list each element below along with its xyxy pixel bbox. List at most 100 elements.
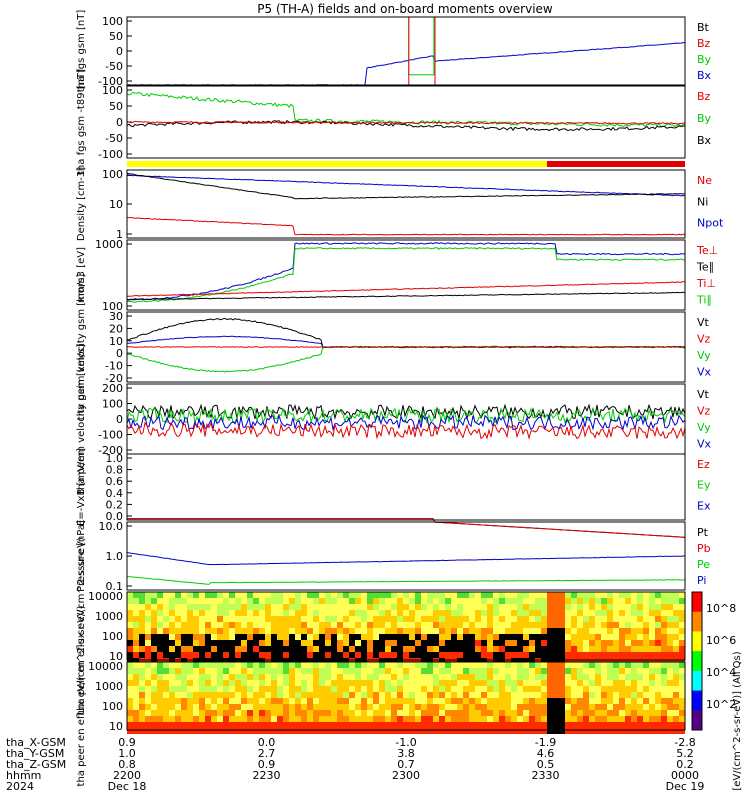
p8-pb [127,518,686,538]
panel-4-ytick: 100 [102,300,123,313]
panel-8-frame [126,521,686,591]
xaxis-value: 2230 [253,769,281,782]
colorbar-tick: 10^4 [706,666,736,679]
panel-1-frame [126,16,686,86]
p6-vz [126,421,686,440]
panel-2-ytick: -100 [98,148,123,161]
panel-2-ytick: -50 [105,132,123,145]
panel-4-legend-1: Te∥ [696,261,714,274]
panel-6-ytick: -100 [98,429,123,442]
colorbar-frame [691,591,703,731]
panel-5-ylabel: tha peim velocity gsm [km/s] [76,274,87,421]
colorbar [691,591,703,731]
xaxis-value: 5.2 [676,747,694,760]
panel-9-ytick: 10000 [88,590,123,603]
chart-title: P5 (TH-A) fields and on-board moments ov… [257,2,553,16]
p10-peer-heatmap [127,662,685,734]
panel-7-ytick: 1.0 [106,452,124,465]
panel-6-ylabel: tha peem velocity gsm [km/s] [76,344,87,494]
panel-5-legend-2: Vy [697,349,711,362]
xaxis-value: 0.2 [676,758,694,771]
p2-by [126,91,686,128]
p4-tepar2 [126,291,686,301]
xaxis-value: 0.5 [537,758,555,771]
xaxis-value: 2.7 [258,747,276,760]
p1-bx [126,42,686,86]
xaxis-value: -1.9 [535,736,556,749]
panel-5-ytick: 10 [109,335,123,348]
panel-2-ytick: 0 [116,116,123,129]
p5-vx [127,335,686,348]
panel-5-legend-0: Vt [697,316,710,329]
status-bar-red [547,161,685,167]
xaxis-row-label: tha_Z-GSM [6,758,66,771]
panel-6-legend-3: Vx [697,438,712,451]
panel-1-ylabel: tha fgs gsm [nT] [76,10,87,93]
panel-5-ytick: -20 [105,372,123,385]
xaxis-value: 2200 [113,769,141,782]
panel-5-ytick: -10 [105,360,123,373]
colorbar-tick: 10^8 [706,602,736,615]
p4-tiperp [126,281,686,297]
panel-3-ylabel: Density [cm-3] [76,167,87,241]
xaxis-value: -2.8 [674,736,695,749]
panel-6-ytick: 100 [102,398,123,411]
p2-bz [126,120,686,125]
panel-8-ylabel: Pressure [nPa] [76,520,87,592]
panel-6-legend-2: Vy [697,421,711,434]
xaxis-row-label: tha_Y-GSM [6,747,64,760]
p4-tepar [126,242,685,301]
panel-8-legend-3: Pi [697,574,706,587]
panel-4-ytick: 1000 [95,238,123,251]
p1-by [408,16,435,76]
colorbar-label: [eV/(cm^2-s-sr-eV)] (All Qs) [732,651,743,790]
panel-1: tha fgs gsm [nT] [76,10,132,93]
panel-9-ylabel: tha peir en eflux eV/(cm^2-s-sr-eV) [76,537,87,715]
panel-10-frame [126,661,686,731]
panel-2-ytick: 100 [102,84,123,97]
panel-2-frame [126,85,686,159]
panel-2-legend-2: Bx [697,134,712,147]
panel-2-legend-0: Bz [697,90,711,103]
panel-4-legend-2: Ti⊥ [696,277,716,290]
panel-7-ytick: 0.4 [106,487,124,500]
panel-2-ylabel: tha fgs gsm -t89 [nT] [76,69,87,175]
panel-3-legend-1: Ni [697,195,708,208]
xaxis-row-label: hhmm [6,769,41,782]
xaxis-value: 4.6 [537,747,555,760]
p6-vy [126,407,686,425]
p9-peir-heatmap [127,592,685,664]
panel-3-ytick: 1 [116,228,123,241]
p5-vt [126,317,686,349]
panel-7-legend-2: Ex [697,499,711,512]
xaxis-value: Dec 18 [108,780,147,793]
p6-vx [126,413,686,432]
panel-7-legend-1: Ey [697,479,711,492]
panel-6-ytick: 200 [102,382,123,395]
panel-7: E=-VxB [mV/m] [76,448,132,526]
panel-6-legend-0: Vt [697,388,710,401]
p2-bx [126,119,686,132]
xaxis-value: 0000 [671,769,699,782]
panel-10-ytick: 100 [102,700,123,713]
panel-3-ytick: 100 [102,168,123,181]
panel-2-ytick: 50 [109,100,123,113]
panel-9-ytick: 1000 [95,610,123,623]
panel-3-legend-0: Ne [697,174,712,187]
panel-9-frame [126,591,686,661]
panel-5-legend-1: Vz [697,333,711,346]
p5-vy [126,345,686,373]
panel-8-ytick: 0.1 [106,580,124,593]
p8-pi [126,551,686,566]
xaxis-value: -1.0 [395,736,416,749]
panel-9-ytick: 100 [102,630,123,643]
xaxis-value: 0.9 [118,736,136,749]
panel-4-legend-0: Te⊥ [696,244,718,257]
panel-8-legend-2: Pe [697,558,710,571]
panel-7-ylabel: E=-VxB [mV/m] [76,448,87,526]
panel-6-ytick: -200 [98,444,123,457]
xaxis-value: 0.8 [118,758,136,771]
xaxis-value: 0.9 [258,758,276,771]
colorbar-tick: 10^6 [706,634,736,647]
